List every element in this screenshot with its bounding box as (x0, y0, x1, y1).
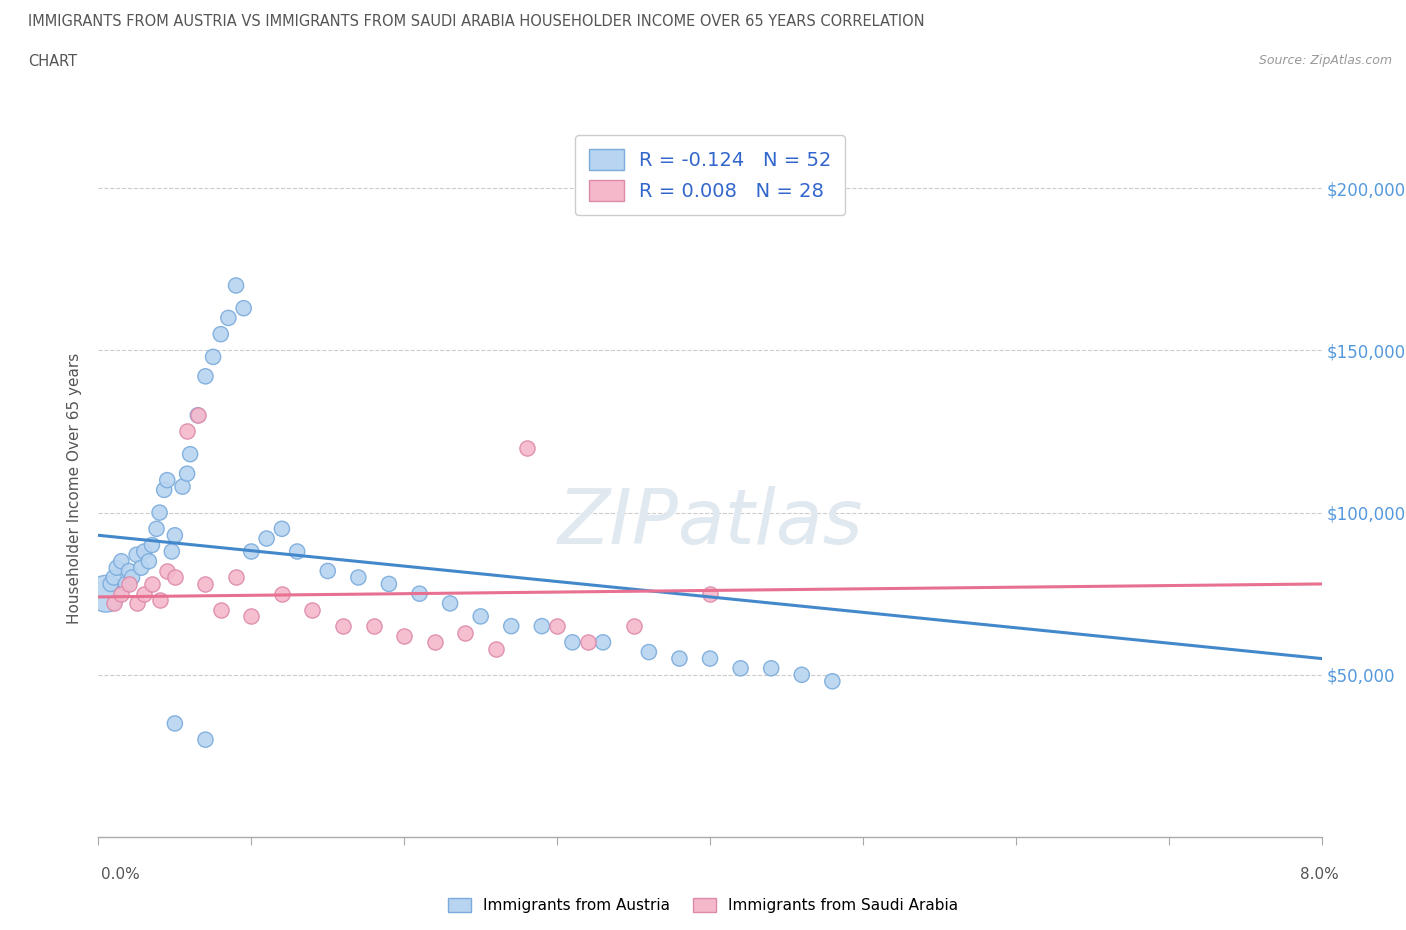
Text: CHART: CHART (28, 54, 77, 69)
Point (141, 538, 163, 552)
Point (347, 570, 370, 585)
Text: 0.0%: 0.0% (101, 867, 141, 882)
Point (668, 651, 690, 666)
Point (285, 544, 308, 559)
Point (149, 592, 172, 607)
Point (129, 560, 152, 575)
Point (392, 629, 416, 644)
Point (270, 586, 294, 601)
Point (240, 544, 263, 559)
Point (209, 326, 232, 341)
Point (125, 596, 148, 611)
Y-axis label: Householder Income Over 65 years: Householder Income Over 65 years (67, 352, 83, 624)
Point (225, 278, 247, 293)
Point (592, 635, 614, 650)
Legend: R = -0.124   N = 52, R = 0.008   N = 28: R = -0.124 N = 52, R = 0.008 N = 28 (575, 135, 845, 215)
Point (153, 483, 176, 498)
Text: 8.0%: 8.0% (1299, 867, 1339, 882)
Point (187, 408, 209, 423)
Point (145, 522, 167, 537)
Point (105, 560, 128, 575)
Point (103, 596, 125, 611)
Point (194, 577, 217, 591)
Point (730, 661, 752, 676)
Point (821, 674, 844, 689)
Point (163, 528, 186, 543)
Point (115, 577, 138, 591)
Point (423, 635, 446, 650)
Point (232, 300, 254, 315)
Point (363, 618, 385, 633)
Point (209, 603, 232, 618)
Point (134, 544, 156, 559)
Point (94, 586, 117, 601)
Point (699, 651, 721, 666)
Text: Source: ZipAtlas.com: Source: ZipAtlas.com (1258, 54, 1392, 67)
Point (699, 586, 721, 601)
Point (121, 570, 143, 585)
Point (172, 479, 194, 494)
Point (163, 570, 186, 585)
Point (256, 531, 278, 546)
Point (546, 618, 568, 633)
Point (179, 446, 201, 461)
Point (638, 644, 661, 659)
Point (454, 625, 477, 640)
Text: IMMIGRANTS FROM AUSTRIA VS IMMIGRANTS FROM SAUDI ARABIA HOUSEHOLDER INCOME OVER : IMMIGRANTS FROM AUSTRIA VS IMMIGRANTS FR… (28, 14, 925, 29)
Point (332, 618, 354, 633)
Point (301, 603, 323, 618)
Point (176, 424, 198, 439)
Point (240, 609, 263, 624)
Point (470, 609, 492, 624)
Point (530, 618, 553, 633)
Point (515, 440, 537, 455)
Point (156, 472, 179, 487)
Point (138, 553, 160, 568)
Point (316, 564, 339, 578)
Point (141, 577, 163, 591)
Point (194, 369, 217, 384)
Point (118, 564, 141, 578)
Point (110, 553, 132, 568)
Point (149, 505, 172, 520)
Point (761, 661, 783, 676)
Point (623, 618, 645, 633)
Point (176, 466, 198, 481)
Point (270, 522, 294, 537)
Legend: Immigrants from Austria, Immigrants from Saudi Arabia: Immigrants from Austria, Immigrants from… (449, 897, 957, 913)
Point (163, 716, 186, 731)
Point (100, 577, 122, 591)
Point (202, 350, 225, 365)
Point (160, 544, 183, 559)
Point (217, 311, 239, 325)
Point (134, 586, 156, 601)
Point (576, 635, 599, 650)
Point (501, 618, 523, 633)
Point (125, 548, 148, 563)
Point (485, 642, 508, 657)
Point (561, 635, 583, 650)
Point (110, 586, 132, 601)
Point (225, 570, 247, 585)
Point (187, 408, 209, 423)
Point (790, 668, 813, 683)
Point (408, 586, 430, 601)
Point (118, 577, 141, 591)
Point (439, 596, 461, 611)
Point (103, 570, 125, 585)
Point (156, 564, 179, 578)
Point (194, 732, 217, 747)
Point (378, 577, 401, 591)
Text: ZIPatlas: ZIPatlas (557, 486, 863, 560)
